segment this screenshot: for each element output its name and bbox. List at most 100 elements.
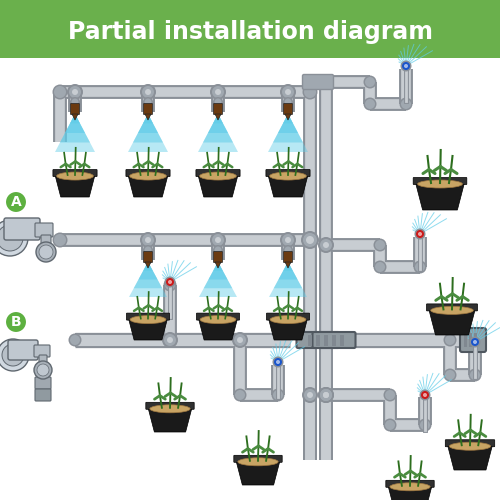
Text: A: A <box>10 195 22 209</box>
Circle shape <box>470 370 480 380</box>
Circle shape <box>140 84 156 100</box>
Ellipse shape <box>418 180 463 188</box>
Circle shape <box>317 331 335 349</box>
Circle shape <box>414 228 426 239</box>
Polygon shape <box>72 114 78 120</box>
Circle shape <box>140 232 156 248</box>
Circle shape <box>400 98 412 110</box>
FancyBboxPatch shape <box>196 170 240 176</box>
Circle shape <box>68 334 82 346</box>
FancyBboxPatch shape <box>234 456 282 462</box>
Polygon shape <box>283 262 293 271</box>
FancyBboxPatch shape <box>53 170 97 176</box>
Circle shape <box>323 392 329 398</box>
Ellipse shape <box>150 405 190 413</box>
Circle shape <box>70 335 80 345</box>
Polygon shape <box>285 114 291 120</box>
Ellipse shape <box>56 172 94 180</box>
Circle shape <box>404 64 408 68</box>
Circle shape <box>144 246 152 254</box>
FancyBboxPatch shape <box>266 170 310 176</box>
FancyBboxPatch shape <box>284 104 292 115</box>
FancyBboxPatch shape <box>266 313 310 320</box>
FancyBboxPatch shape <box>474 333 477 347</box>
Circle shape <box>52 232 68 248</box>
Circle shape <box>5 311 27 333</box>
Polygon shape <box>203 114 233 142</box>
Circle shape <box>282 86 294 98</box>
Circle shape <box>444 334 456 346</box>
Polygon shape <box>285 262 291 268</box>
Circle shape <box>210 232 226 248</box>
Circle shape <box>320 389 332 401</box>
Circle shape <box>280 232 296 248</box>
Polygon shape <box>213 114 223 124</box>
Circle shape <box>365 77 375 87</box>
Circle shape <box>166 278 174 286</box>
Ellipse shape <box>430 306 474 314</box>
FancyBboxPatch shape <box>464 333 467 347</box>
FancyBboxPatch shape <box>8 340 38 360</box>
Polygon shape <box>198 174 238 197</box>
Circle shape <box>323 242 329 248</box>
Circle shape <box>272 388 284 402</box>
Polygon shape <box>269 262 307 297</box>
Ellipse shape <box>450 442 490 450</box>
Circle shape <box>307 392 313 398</box>
Circle shape <box>165 280 175 290</box>
FancyBboxPatch shape <box>324 334 328 345</box>
Polygon shape <box>416 182 465 210</box>
Circle shape <box>320 389 332 401</box>
Circle shape <box>214 246 222 254</box>
Polygon shape <box>134 262 162 288</box>
Circle shape <box>213 245 223 255</box>
Circle shape <box>416 230 424 238</box>
Circle shape <box>232 332 248 348</box>
Circle shape <box>301 331 319 349</box>
Circle shape <box>318 237 334 253</box>
Circle shape <box>384 418 396 432</box>
Circle shape <box>320 239 332 251</box>
Polygon shape <box>55 114 95 152</box>
FancyBboxPatch shape <box>146 402 194 409</box>
Circle shape <box>164 276 175 287</box>
FancyBboxPatch shape <box>0 0 500 58</box>
FancyBboxPatch shape <box>426 304 478 311</box>
Circle shape <box>420 420 430 430</box>
Circle shape <box>69 86 81 98</box>
Circle shape <box>444 368 456 382</box>
Circle shape <box>374 260 386 274</box>
Circle shape <box>473 340 477 344</box>
Circle shape <box>304 389 316 401</box>
Ellipse shape <box>130 316 166 324</box>
Circle shape <box>445 335 455 345</box>
Polygon shape <box>208 262 228 280</box>
Polygon shape <box>268 174 308 197</box>
Circle shape <box>320 76 332 88</box>
Circle shape <box>210 84 226 100</box>
Circle shape <box>364 98 376 110</box>
Circle shape <box>213 97 223 107</box>
Polygon shape <box>129 262 167 297</box>
Circle shape <box>414 260 426 274</box>
FancyBboxPatch shape <box>126 170 170 176</box>
Circle shape <box>167 337 173 343</box>
Circle shape <box>318 387 334 403</box>
Polygon shape <box>388 485 432 500</box>
Circle shape <box>306 236 314 244</box>
FancyBboxPatch shape <box>70 104 80 115</box>
Circle shape <box>375 240 385 250</box>
Polygon shape <box>268 114 308 152</box>
Circle shape <box>423 393 427 397</box>
Circle shape <box>145 237 151 243</box>
FancyBboxPatch shape <box>386 480 434 488</box>
Polygon shape <box>278 262 297 280</box>
Polygon shape <box>138 114 158 133</box>
FancyBboxPatch shape <box>332 334 336 345</box>
Circle shape <box>318 387 334 403</box>
FancyBboxPatch shape <box>144 104 152 115</box>
Polygon shape <box>204 262 232 288</box>
Circle shape <box>280 84 296 100</box>
Circle shape <box>400 60 411 72</box>
FancyBboxPatch shape <box>4 218 40 240</box>
